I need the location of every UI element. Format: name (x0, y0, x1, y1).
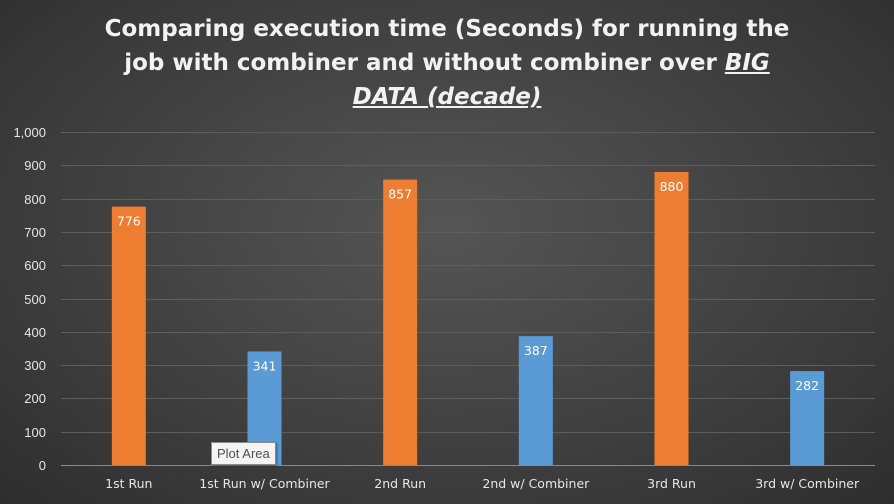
y-tick-label: 600 (24, 258, 46, 273)
chart-title-line-1: Comparing execution time (Seconds) for r… (104, 16, 790, 42)
data-label: 387 (524, 343, 548, 358)
chart-title-emphasis-data: DATA (decade) (352, 84, 542, 110)
category-label: 2nd Run (374, 476, 426, 491)
y-tick-label: 100 (24, 425, 46, 440)
bar[interactable] (790, 371, 825, 465)
data-labels: 776 341 857 387 880 282 (117, 179, 819, 393)
bar[interactable] (383, 179, 418, 465)
data-label: 341 (253, 358, 277, 373)
chart-title-emphasis-big: BIG (724, 50, 770, 76)
chart-title: Comparing execution time (Seconds) for r… (60, 12, 834, 114)
y-tick-label: 800 (24, 192, 46, 207)
bar[interactable] (518, 336, 553, 465)
y-tick-label: 1,000 (13, 125, 46, 140)
category-label: 3rd Run (647, 476, 696, 491)
y-tick-label: 700 (24, 225, 46, 240)
y-tick-label: 0 (39, 458, 46, 473)
bars (111, 171, 825, 466)
chart-title-line-2: job with combiner and without combiner o… (60, 46, 834, 80)
data-label: 857 (388, 187, 412, 202)
category-label: 1st Run w/ Combiner (199, 476, 330, 491)
y-tick-label: 900 (24, 158, 46, 173)
y-tick-label: 400 (24, 325, 46, 340)
category-label: 3rd w/ Combiner (755, 476, 860, 491)
x-axis-category-labels: 1st Run 1st Run w/ Combiner 2nd Run 2nd w/ … (105, 476, 860, 491)
chart-title-line-2-text: job with combiner and without combiner o… (124, 50, 725, 76)
y-tick-label: 300 (24, 358, 46, 373)
category-label: 2nd w/ Combiner (482, 476, 590, 491)
y-tick-label: 200 (24, 391, 46, 406)
chart-title-line-3: DATA (decade) (60, 80, 834, 114)
bar[interactable] (111, 206, 146, 466)
category-label: 1st Run (105, 476, 152, 491)
y-tick-label: 500 (24, 292, 46, 307)
y-axis-tick-labels: 0 100 200 300 400 500 600 700 800 900 1,000 (13, 125, 46, 473)
plot-area-tooltip: Plot Area (211, 442, 276, 465)
data-label: 880 (660, 179, 684, 194)
data-label: 776 (117, 214, 141, 229)
bar[interactable] (654, 171, 689, 465)
data-label: 282 (795, 378, 819, 393)
gridlines (61, 132, 875, 466)
